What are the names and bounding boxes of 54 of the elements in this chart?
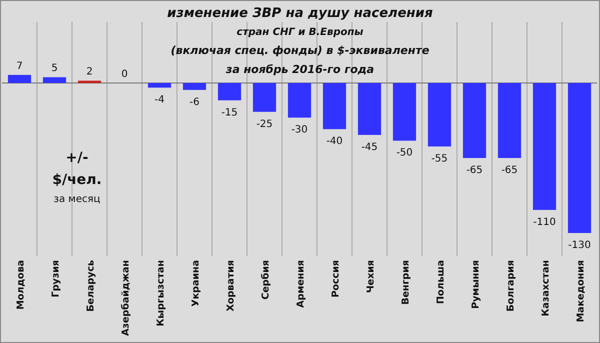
x-tick-label: Чехия — [366, 260, 376, 294]
x-tick-label: Армения — [296, 260, 306, 308]
x-tick-label: Молдова — [16, 260, 26, 310]
data-label: -110 — [533, 216, 556, 228]
data-label: 5 — [51, 63, 58, 74]
bar — [42, 77, 66, 83]
bar — [148, 83, 172, 88]
annotation: $/чел. — [52, 172, 102, 188]
x-tick-label: Румыния — [470, 260, 482, 309]
data-label: -30 — [291, 124, 308, 136]
x-tick-label: Азербайджан — [120, 260, 132, 336]
data-label: -65 — [501, 165, 518, 176]
bar — [322, 83, 346, 130]
x-tick-label: Хорватия — [226, 260, 236, 312]
chart-title: изменение ЗВР на душу населения — [167, 6, 433, 21]
chart-subtitle: стран СНГ и В.Европы (включая спец. фонды) в $-эквиваленте за ноябрь 2016-го года — [170, 27, 430, 76]
bar — [218, 83, 242, 100]
data-label: -6 — [190, 96, 200, 108]
data-label: 7 — [16, 60, 23, 72]
data-label: -55 — [431, 153, 448, 164]
x-tick-label: Болгария — [506, 260, 516, 312]
bar — [358, 83, 382, 135]
data-label: -130 — [568, 240, 591, 251]
bar — [8, 74, 32, 83]
bar — [428, 83, 452, 146]
x-tick-label: Польша — [436, 260, 446, 304]
x-tick-label: Украина — [190, 260, 202, 307]
bar — [568, 83, 592, 233]
x-tick-label: Сербия — [260, 260, 272, 300]
x-tick-label: Беларусь — [86, 260, 96, 312]
data-label: 2 — [86, 66, 93, 78]
data-label: -15 — [221, 107, 238, 118]
x-tick-label: Грузия — [50, 260, 62, 298]
data-label: -40 — [326, 136, 343, 148]
bar — [532, 83, 556, 210]
x-tick-label: Кыргызстан — [156, 260, 166, 326]
data-label: 0 — [121, 69, 128, 80]
data-label: -65 — [466, 165, 483, 176]
bar — [392, 83, 416, 141]
bar — [462, 83, 486, 158]
bar — [182, 83, 206, 90]
bar — [252, 83, 276, 112]
data-label: -45 — [361, 142, 378, 153]
x-tick-label: Венгрия — [400, 260, 412, 305]
annotation: за месяц — [54, 194, 101, 205]
bar — [288, 83, 312, 118]
bar — [498, 83, 522, 158]
data-label: -50 — [396, 148, 413, 159]
x-tick-label: Россия — [330, 260, 342, 298]
data-label: -4 — [154, 94, 164, 106]
x-tick-label: Казахстан — [540, 260, 552, 316]
annotation: +/- — [66, 150, 89, 166]
data-label: -25 — [256, 118, 273, 130]
x-tick-label: Македония — [576, 260, 586, 322]
